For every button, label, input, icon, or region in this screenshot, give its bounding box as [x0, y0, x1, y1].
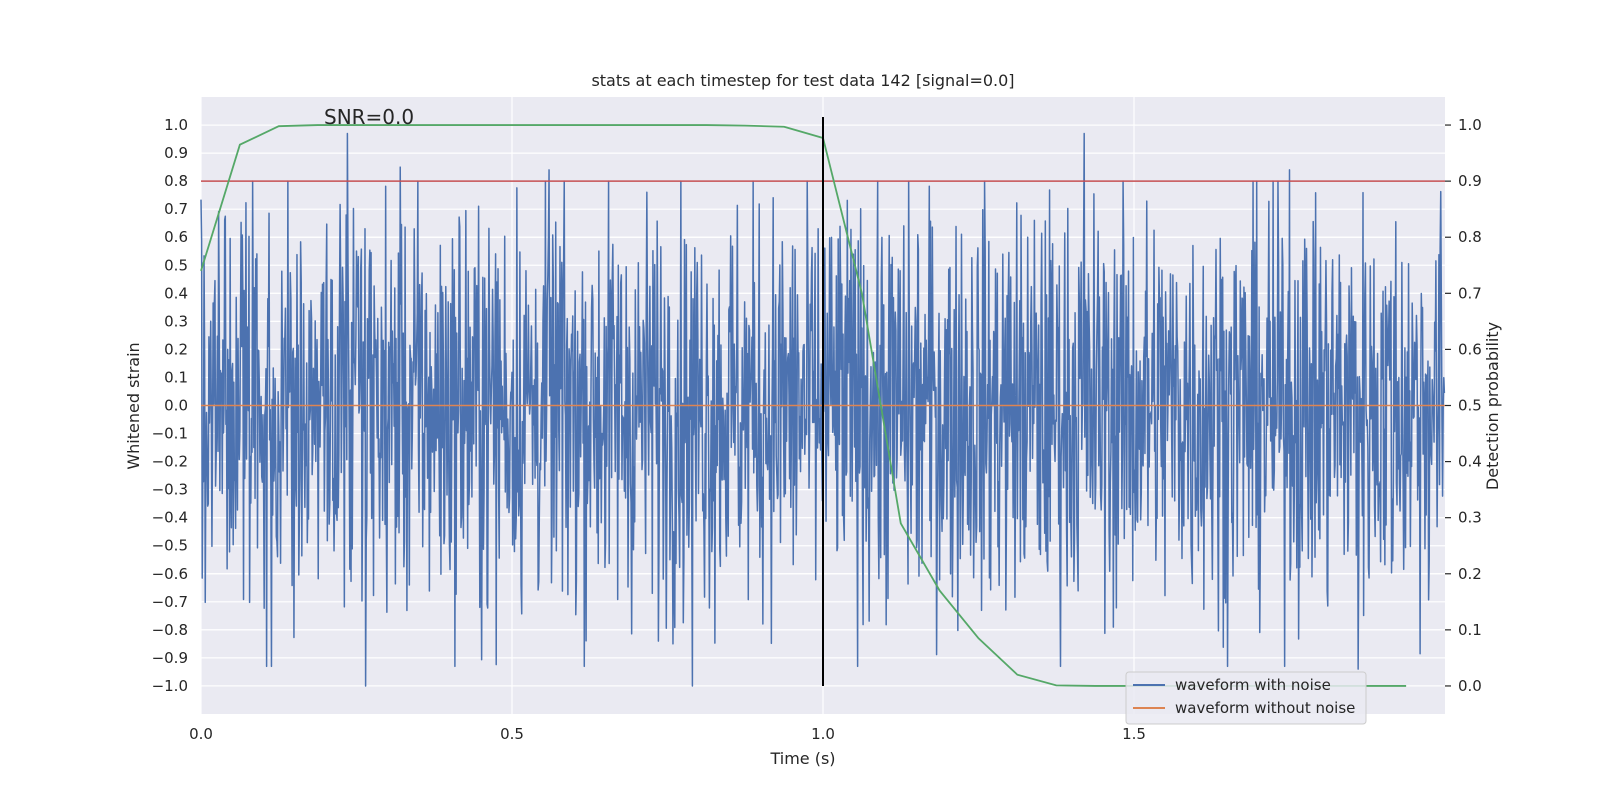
- y2-tick-label: 0.2: [1458, 565, 1482, 583]
- x-tick-label: 1.5: [1122, 725, 1146, 743]
- legend: waveform with noise waveform without noi…: [1125, 671, 1367, 725]
- y-tick-label: 0.5: [164, 256, 188, 274]
- y-tick-label: 0.8: [164, 172, 188, 190]
- y-tick-label: 0.1: [164, 368, 188, 386]
- y2-tick-label: 0.9: [1458, 172, 1482, 190]
- y-tick-label: 0.6: [164, 228, 188, 246]
- y-tick-label: 0.9: [164, 144, 188, 162]
- y-tick-label: 0.2: [164, 340, 188, 358]
- y-tick-label: −0.8: [152, 621, 188, 639]
- y-tick-label: 0.3: [164, 312, 188, 330]
- y-tick-label: 0.0: [164, 397, 188, 415]
- y-tick-label: −0.3: [152, 481, 188, 499]
- y-tick-label: −0.6: [152, 565, 188, 583]
- y-tick-label: −1.0: [152, 677, 188, 695]
- x-tick-label: 0.0: [189, 725, 213, 743]
- y-tick-label: −0.5: [152, 537, 188, 555]
- legend-box: [1125, 671, 1367, 725]
- y-tick-label: 0.7: [164, 200, 188, 218]
- y2-tick-label: 0.1: [1458, 621, 1482, 639]
- y2-tick-label: 0.5: [1458, 397, 1482, 415]
- legend-label-clean: waveform without noise: [1175, 699, 1355, 717]
- x-tick-label: 0.5: [500, 725, 524, 743]
- y2-tick-label: 0.0: [1458, 677, 1482, 695]
- y-tick-label: −0.1: [152, 425, 188, 443]
- y-tick-label: −0.7: [152, 593, 188, 611]
- y-tick-label: −0.2: [152, 453, 188, 471]
- y2-tick-label: 0.7: [1458, 284, 1482, 302]
- y2-tick-label: 0.6: [1458, 340, 1482, 358]
- y-axis-label: Whitened strain: [124, 342, 143, 469]
- snr-annotation: SNR=0.0: [324, 105, 414, 129]
- y-tick-label: 1.0: [164, 116, 188, 134]
- chart-title: stats at each timestep for test data 142…: [591, 71, 1014, 90]
- x-axis-label: Time (s): [769, 749, 835, 768]
- y2-tick-label: 0.4: [1458, 453, 1482, 471]
- y-tick-label: −0.4: [152, 509, 188, 527]
- x-tick-label: 1.0: [811, 725, 835, 743]
- y-tick-label: −0.9: [152, 649, 188, 667]
- y2-axis-label: Detection probability: [1483, 322, 1502, 490]
- y2-tick-label: 0.8: [1458, 228, 1482, 246]
- y2-tick-label: 1.0: [1458, 116, 1482, 134]
- y2-tick-label: 0.3: [1458, 509, 1482, 527]
- legend-label-noise: waveform with noise: [1175, 676, 1331, 694]
- y-tick-label: 0.4: [164, 284, 188, 302]
